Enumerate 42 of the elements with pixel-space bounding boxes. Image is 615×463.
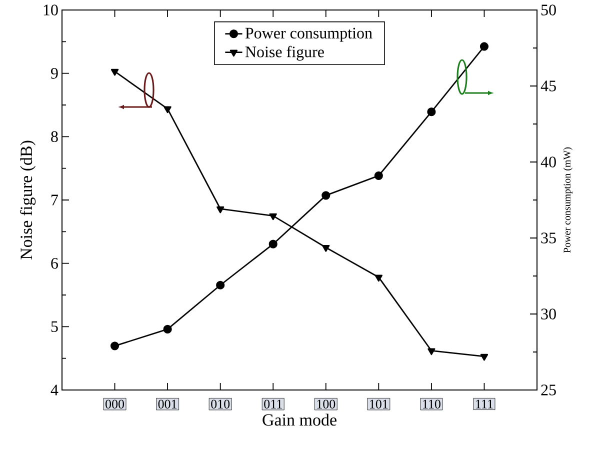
point [163, 324, 172, 334]
point [268, 240, 278, 248]
y-tick-label: 5 [51, 321, 58, 332]
x-axis-title: Gain mode [262, 414, 336, 426]
y-tick-label: 10 [44, 4, 58, 16]
x-tick-label: 100 [317, 400, 336, 408]
y2-axis-title: Power consumption (mW) [563, 147, 572, 253]
y2-tick-label: 50 [541, 4, 556, 16]
point [480, 42, 489, 51]
x-tick-label: 101 [370, 400, 388, 408]
x-tick-label: 010 [211, 400, 230, 408]
legend-label: Power consumption [245, 28, 372, 42]
point [428, 348, 436, 356]
y-tick-label: 9 [50, 68, 58, 79]
x-tick-label: 000 [106, 400, 124, 408]
y2-tick-label: 25 [541, 384, 556, 396]
y-axis-title: Noise figure (dB) [20, 140, 36, 260]
y2-tick-label: 45 [540, 80, 556, 92]
point [374, 171, 383, 180]
point [374, 274, 382, 282]
point [269, 213, 277, 220]
point [110, 342, 120, 350]
x-tick-label: 110 [423, 400, 440, 408]
y2-tick-label: 35 [541, 232, 556, 244]
point [216, 280, 225, 290]
y-tick-label: 6 [51, 258, 58, 269]
point [216, 206, 224, 214]
y-tick-label: 4 [50, 384, 58, 396]
legend-label: Noise figure [245, 46, 324, 61]
y-tick-label: 7 [52, 194, 58, 206]
point [322, 191, 330, 200]
x-tick-label: 111 [476, 400, 493, 408]
point [480, 354, 488, 361]
point [322, 245, 330, 252]
point [110, 68, 119, 76]
y2-tick-label: 30 [541, 308, 556, 320]
y-tick-label: 8 [51, 131, 58, 142]
x-tick-label: 001 [158, 400, 177, 408]
x-tick-label: 011 [264, 400, 282, 408]
point [164, 106, 172, 114]
y2-tick-label: 40 [540, 156, 556, 168]
point [427, 108, 436, 116]
